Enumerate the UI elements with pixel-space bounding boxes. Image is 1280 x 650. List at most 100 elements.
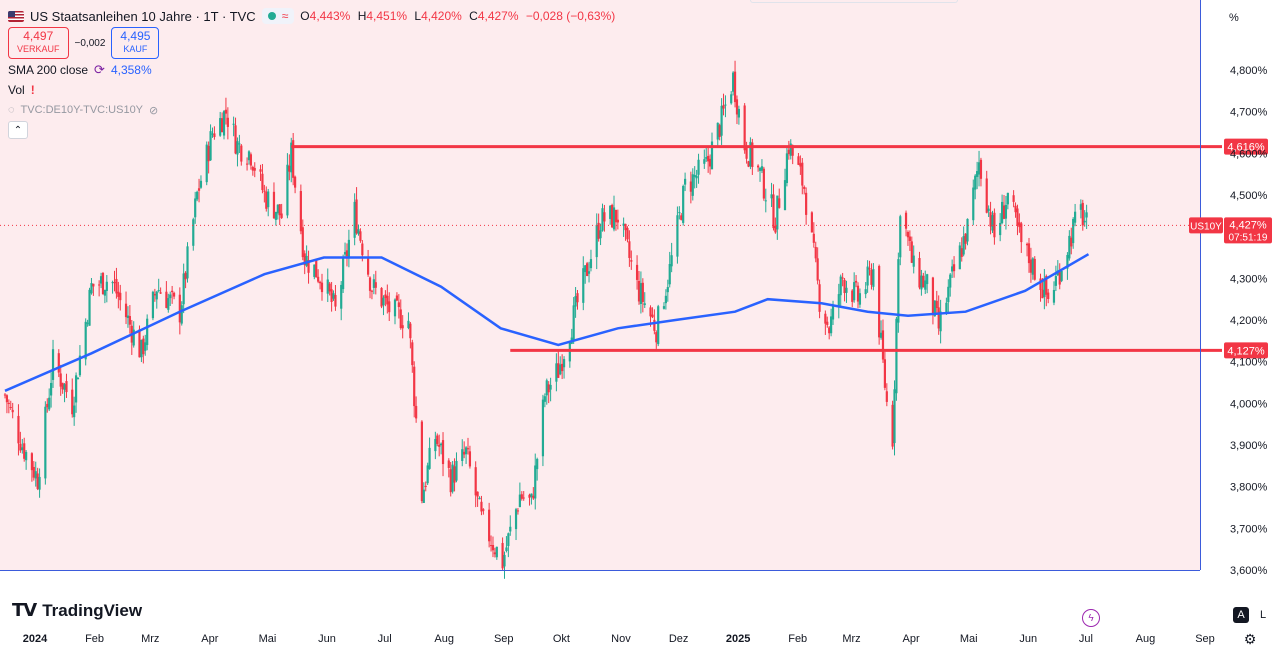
gear-icon[interactable]: ⚙: [1243, 630, 1257, 647]
candle-body: [415, 405, 418, 419]
candle-body: [17, 415, 20, 444]
candle-body: [411, 342, 414, 366]
candle-body: [770, 194, 773, 199]
candle-body: [395, 295, 399, 301]
buy-button[interactable]: 4,495 KAUF: [111, 27, 160, 59]
candle-body: [878, 265, 881, 338]
spread-value: −0,002: [74, 37, 106, 49]
candle-body: [987, 208, 990, 212]
candle-body: [38, 476, 41, 490]
candle-body: [155, 291, 158, 300]
candle-body: [151, 291, 155, 319]
candle-body: [165, 291, 168, 308]
candle-body: [614, 209, 618, 223]
chevron-up-icon[interactable]: ⌃: [8, 121, 28, 139]
x-tick-label: Sep: [494, 633, 514, 645]
candle-body: [745, 147, 748, 159]
candle-body: [1025, 243, 1029, 246]
candle-body: [870, 269, 873, 285]
candle-body: [453, 466, 456, 483]
candle-body: [1052, 289, 1056, 303]
candle-body: [999, 222, 1002, 236]
status-pill[interactable]: ≈: [261, 8, 295, 24]
candle-body: [436, 435, 439, 444]
candle-body: [503, 554, 506, 567]
x-tick-label: 2024: [23, 633, 48, 645]
candle-body: [345, 250, 349, 257]
horizontal-levels[interactable]: 4,616% 4,127%: [291, 138, 1268, 359]
candle-body: [630, 260, 633, 262]
top-tab-handle[interactable]: [750, 0, 958, 3]
candle-body: [194, 198, 197, 218]
log-scale-button[interactable]: L: [1259, 609, 1267, 621]
candle-body: [267, 191, 270, 208]
candle-body: [111, 282, 114, 284]
candle-body: [115, 278, 118, 294]
candle-body: [743, 105, 746, 151]
candle-body: [361, 243, 364, 256]
candle-body: [622, 223, 625, 226]
sma-indicator-label[interactable]: SMA 200 close: [8, 63, 89, 77]
candle-body: [1039, 278, 1042, 291]
candle-body: [76, 377, 80, 380]
x-tick-label: Aug: [1136, 633, 1156, 645]
candle-body: [495, 546, 498, 558]
candle-body: [119, 292, 122, 301]
candle-body: [307, 259, 310, 273]
candle-body: [595, 224, 598, 258]
symbol-title[interactable]: US Staatsanleihen 10 Jahre · 1T · TVC: [30, 8, 256, 24]
candle-body: [760, 166, 764, 171]
candle-body: [758, 167, 762, 171]
candle-body: [1085, 212, 1088, 218]
candle-body: [1045, 276, 1048, 295]
x-tick-label: Dez: [669, 633, 689, 645]
warning-icon[interactable]: !: [30, 83, 35, 97]
eye-hidden-icon[interactable]: ⊘: [149, 104, 159, 117]
candle-body: [78, 355, 82, 376]
candle-body: [616, 219, 619, 223]
candle-body: [964, 233, 967, 244]
candle-body: [213, 133, 216, 138]
candle-body: [199, 180, 203, 188]
candle-body: [424, 485, 427, 487]
candle-body: [974, 175, 977, 190]
candle-body: [474, 467, 477, 496]
time-axis[interactable]: 2024 Feb Mrz Apr Mai Jun Jul Aug Sep Okt Nov Dez 202…: [23, 633, 1215, 645]
tradingview-logo[interactable]: 𝗧𝗩 TradingView: [12, 600, 143, 620]
refresh-icon[interactable]: ⟳: [94, 62, 105, 77]
candle-body: [36, 473, 39, 489]
candle-body: [899, 216, 902, 258]
candle-body: [528, 494, 531, 498]
candle-body: [98, 284, 101, 286]
candle-body: [639, 283, 643, 304]
candle-body: [856, 285, 860, 302]
compare-symbol-label[interactable]: TVC:DE10Y-TVC:US10Y: [20, 104, 144, 116]
candle-body: [814, 246, 817, 259]
candle-body: [716, 122, 719, 140]
candle-body: [468, 451, 472, 467]
candle-body: [789, 143, 792, 156]
sell-button[interactable]: 4,497 VERKAUF: [8, 27, 69, 59]
bolt-icon[interactable]: ϟ: [1082, 609, 1100, 627]
candle-body: [315, 260, 318, 278]
vol-indicator-label[interactable]: Vol: [8, 83, 25, 97]
candle-body: [292, 140, 295, 178]
candle-body: [263, 190, 266, 192]
y-tick-label: 3,700%: [1230, 523, 1268, 535]
candle-body: [388, 301, 391, 313]
change-value: −0,028 (−0,63%): [525, 9, 616, 23]
candle-body: [931, 277, 935, 315]
candle-body: [601, 208, 604, 231]
candle-body: [839, 276, 842, 296]
candle-body: [960, 248, 963, 257]
candle-body: [662, 306, 666, 309]
auto-scale-button[interactable]: A: [1233, 607, 1249, 623]
candle-body: [791, 145, 794, 156]
candle-body: [48, 397, 51, 410]
candle-body: [313, 264, 316, 277]
price-badges: US10Y 4,427%07:51:19: [1189, 217, 1272, 244]
candle-body: [891, 404, 894, 447]
candle-body: [1079, 204, 1082, 210]
candle-body: [197, 188, 201, 191]
